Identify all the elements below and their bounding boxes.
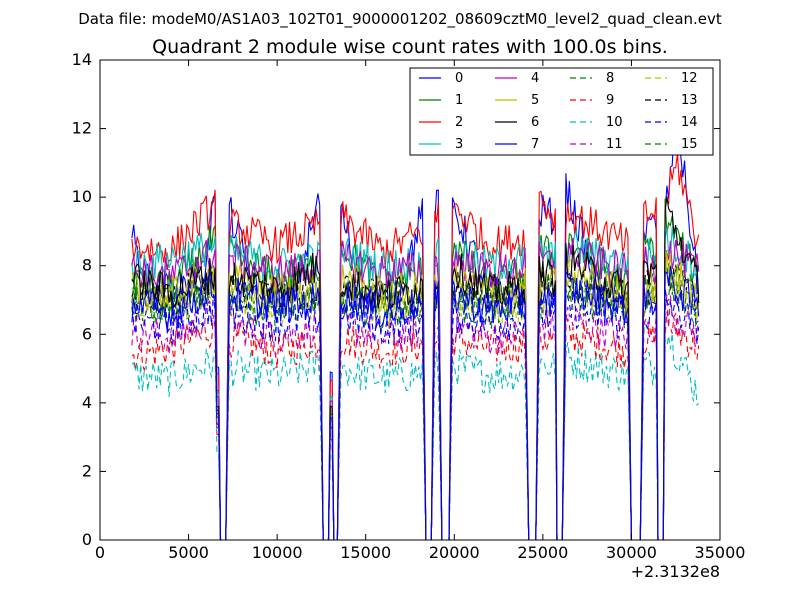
x-tick-label: 30000 [606, 543, 657, 562]
legend-label-7: 7 [531, 137, 539, 152]
y-tick-label: 0 [82, 530, 92, 549]
legend-label-11: 11 [606, 137, 623, 152]
legend-label-3: 3 [455, 137, 463, 152]
x-axis-offset-label: +2.3132e8 [631, 562, 720, 581]
plot-area-frame [99, 59, 721, 541]
legend-label-9: 9 [606, 93, 614, 108]
x-tick-label: 25000 [517, 543, 568, 562]
legend-label-0: 0 [455, 71, 463, 86]
x-tick-label: 15000 [340, 543, 391, 562]
chart-suptitle: Data file: modeM0/AS1A03_102T01_90000012… [78, 10, 722, 29]
legend-frame [409, 67, 714, 156]
legend-label-15: 15 [681, 137, 698, 152]
legend-label-10: 10 [606, 115, 623, 130]
legend-label-8: 8 [606, 71, 614, 86]
x-tick-label: 5000 [168, 543, 209, 562]
legend-label-6: 6 [531, 115, 539, 130]
y-tick-label: 14 [72, 50, 92, 69]
y-tick-label: 12 [72, 119, 92, 138]
x-tick-label: 0 [95, 543, 105, 562]
y-tick-label: 6 [82, 324, 92, 343]
x-tick-label: 10000 [252, 543, 303, 562]
legend-label-5: 5 [531, 93, 539, 108]
series-line-11 [131, 294, 700, 540]
y-tick-label: 8 [82, 256, 92, 275]
legend-label-12: 12 [681, 71, 698, 86]
x-tick-label: 35000 [695, 543, 746, 562]
legend-label-4: 4 [531, 71, 539, 86]
y-tick-label: 2 [82, 461, 92, 480]
x-tick-label: 20000 [429, 543, 480, 562]
legend-label-2: 2 [455, 115, 463, 130]
y-tick-label: 10 [72, 187, 92, 206]
legend-label-14: 14 [681, 115, 698, 130]
x-axis: 0 5000 10000 15000 20000 25000 30000 35000 [95, 60, 746, 562]
legend-label-1: 1 [455, 93, 463, 108]
y-tick-label: 4 [82, 393, 92, 412]
legend-label-13: 13 [681, 93, 698, 108]
series-line-10 [131, 333, 700, 540]
series-line-9 [131, 311, 700, 540]
chart-title: Quadrant 2 module wise count rates with … [152, 36, 668, 58]
series-line-7 [131, 265, 700, 540]
series-layer [131, 108, 700, 540]
